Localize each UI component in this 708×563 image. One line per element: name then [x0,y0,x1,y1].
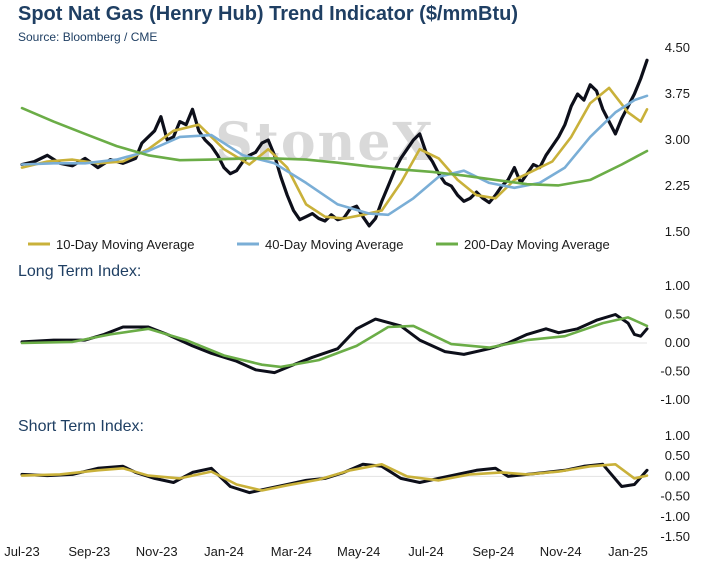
y-tick-label: 0.00 [665,468,690,483]
x-tick-label: Mar-24 [271,544,312,559]
x-tick-label: Nov-24 [540,544,582,559]
short-term-index-title: Short Term Index: [18,418,144,435]
x-tick-label: Jul-23 [4,544,39,559]
series-line-ma200 [20,106,649,187]
x-tick-label: Sep-24 [472,544,514,559]
y-tick-label: 0.50 [665,448,690,463]
x-tick-label: Jan-24 [204,544,244,559]
x-tick-label: May-24 [337,544,380,559]
x-tick-label: Nov-23 [136,544,178,559]
legend-label-ma10: 10-Day Moving Average [56,237,195,252]
y-tick-label: 2.25 [665,178,690,193]
y-tick-label: -1.00 [660,509,690,524]
x-tick-label: Sep-23 [68,544,110,559]
y-tick-label: 3.75 [665,86,690,101]
y-tick-label: -1.00 [660,392,690,407]
x-tick-label: Jan-25 [608,544,648,559]
series-line-price [20,58,649,228]
y-tick-label: 1.00 [665,278,690,293]
chart-source: Source: Bloomberg / CME [18,30,158,44]
series-line-short_index_ma [20,463,649,492]
legend-label-ma200: 200-Day Moving Average [464,237,610,252]
y-tick-label: 3.00 [665,132,690,147]
x-tick-label: Jul-24 [408,544,443,559]
y-tick-label: 1.00 [665,428,690,443]
y-tick-label: 1.50 [665,224,690,239]
y-tick-label: -0.50 [660,489,690,504]
y-tick-label: -0.50 [660,364,690,379]
series-line-long_index_ma [20,316,649,369]
y-tick-label: 0.00 [665,335,690,350]
chart-title: Spot Nat Gas (Henry Hub) Trend Indicator… [18,3,519,25]
y-tick-label: 0.50 [665,307,690,322]
legend-label-ma40: 40-Day Moving Average [265,237,404,252]
y-tick-label: -1.50 [660,529,690,544]
chart-marks: 1.50 2.25 3.00 3.75 4.50 1.00 0.50 0.00 -0.50 -1.… [4,40,690,559]
y-tick-label: 4.50 [665,40,690,55]
long-term-index-title: Long Term Index: [18,263,141,280]
series-line-long_index [20,313,649,375]
